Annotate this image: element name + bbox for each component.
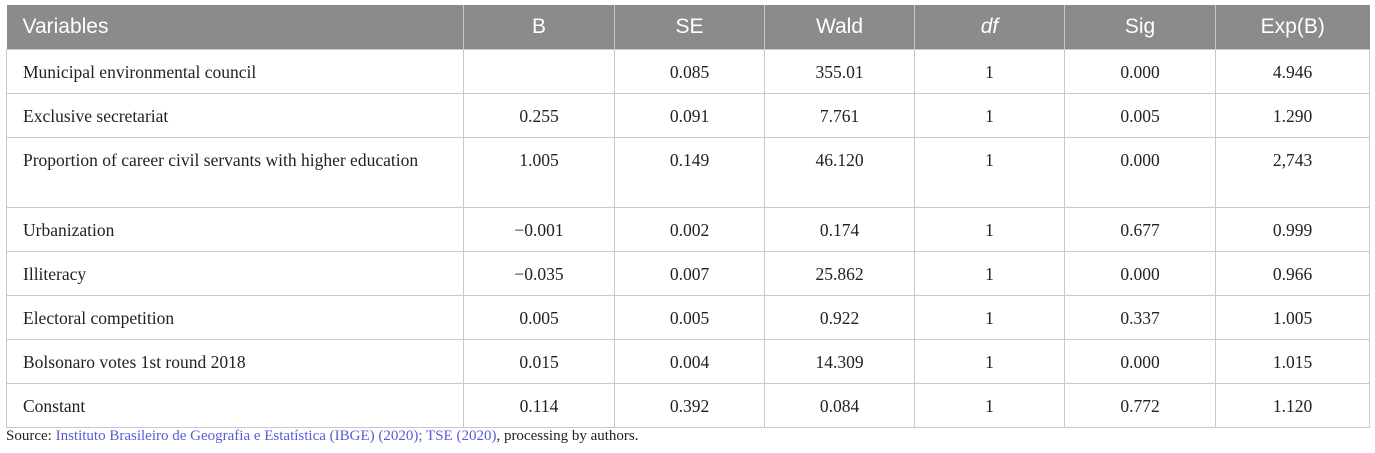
cell-variable: Constant bbox=[6, 383, 464, 428]
cell-wald: 14.309 bbox=[764, 339, 915, 384]
cell-b: 0.114 bbox=[463, 383, 615, 428]
cell-b: 0.005 bbox=[463, 295, 615, 340]
regression-table-container: Variables B SE Wald df Sig Exp(B) Munici… bbox=[6, 5, 1370, 428]
cell-se: 0.004 bbox=[614, 339, 765, 384]
cell-b: −0.035 bbox=[463, 251, 615, 296]
source-link[interactable]: Instituto Brasileiro de Geografia e Esta… bbox=[55, 428, 497, 444]
header-row: Variables B SE Wald df Sig Exp(B) bbox=[6, 5, 1370, 50]
cell-variable: Urbanization bbox=[6, 207, 464, 252]
header-variables: Variables bbox=[6, 5, 464, 50]
cell-sig: 0.000 bbox=[1064, 251, 1216, 296]
cell-se: 0.002 bbox=[614, 207, 765, 252]
cell-b: 1.005 bbox=[463, 137, 615, 208]
cell-expb: 4.946 bbox=[1215, 49, 1370, 94]
table-row: Illiteracy −0.035 0.007 25.862 1 0.000 0… bbox=[6, 251, 1370, 296]
cell-expb: 1.005 bbox=[1215, 295, 1370, 340]
cell-se: 0.085 bbox=[614, 49, 765, 94]
cell-b: 0.255 bbox=[463, 93, 615, 138]
cell-se: 0.005 bbox=[614, 295, 765, 340]
cell-se: 0.392 bbox=[614, 383, 765, 428]
cell-sig: 0.772 bbox=[1064, 383, 1216, 428]
cell-variable: Illiteracy bbox=[6, 251, 464, 296]
cell-wald: 25.862 bbox=[764, 251, 915, 296]
cell-b: 0.015 bbox=[463, 339, 615, 384]
header-b: B bbox=[463, 5, 615, 50]
cell-b bbox=[463, 49, 615, 94]
cell-variable: Electoral competition bbox=[6, 295, 464, 340]
header-wald: Wald bbox=[764, 5, 915, 50]
cell-se: 0.149 bbox=[614, 137, 765, 208]
cell-df: 1 bbox=[914, 137, 1065, 208]
header-se: SE bbox=[614, 5, 765, 50]
cell-wald: 355.01 bbox=[764, 49, 915, 94]
cell-variable: Proportion of career civil servants with… bbox=[6, 137, 464, 208]
cell-df: 1 bbox=[914, 339, 1065, 384]
table-row: Municipal environmental council 0.085 35… bbox=[6, 49, 1370, 94]
table-row: Urbanization −0.001 0.002 0.174 1 0.677 … bbox=[6, 207, 1370, 252]
header-df: df bbox=[914, 5, 1065, 50]
header-expb: Exp(B) bbox=[1215, 5, 1370, 50]
cell-b: −0.001 bbox=[463, 207, 615, 252]
cell-wald: 0.174 bbox=[764, 207, 915, 252]
cell-expb: 2,743 bbox=[1215, 137, 1370, 208]
cell-expb: 1.290 bbox=[1215, 93, 1370, 138]
regression-table: Variables B SE Wald df Sig Exp(B) Munici… bbox=[6, 5, 1370, 428]
table-row: Proportion of career civil servants with… bbox=[6, 137, 1370, 208]
cell-wald: 46.120 bbox=[764, 137, 915, 208]
cell-df: 1 bbox=[914, 383, 1065, 428]
cell-se: 0.091 bbox=[614, 93, 765, 138]
cell-df: 1 bbox=[914, 93, 1065, 138]
cell-sig: 0.005 bbox=[1064, 93, 1216, 138]
cell-sig: 0.677 bbox=[1064, 207, 1216, 252]
cell-sig: 0.000 bbox=[1064, 339, 1216, 384]
source-prefix: Source: bbox=[6, 428, 56, 444]
cell-variable: Exclusive secretariat bbox=[6, 93, 464, 138]
header-sig: Sig bbox=[1064, 5, 1216, 50]
cell-df: 1 bbox=[914, 251, 1065, 296]
cell-df: 1 bbox=[914, 49, 1065, 94]
cell-variable: Bolsonaro votes 1st round 2018 bbox=[6, 339, 464, 384]
cell-wald: 7.761 bbox=[764, 93, 915, 138]
table-row: Exclusive secretariat 0.255 0.091 7.761 … bbox=[6, 93, 1370, 138]
cell-sig: 0.337 bbox=[1064, 295, 1216, 340]
cell-expb: 1.120 bbox=[1215, 383, 1370, 428]
cell-se: 0.007 bbox=[614, 251, 765, 296]
table-row: Electoral competition 0.005 0.005 0.922 … bbox=[6, 295, 1370, 340]
cell-df: 1 bbox=[914, 207, 1065, 252]
cell-wald: 0.922 bbox=[764, 295, 915, 340]
cell-wald: 0.084 bbox=[764, 383, 915, 428]
cell-df: 1 bbox=[914, 295, 1065, 340]
source-note: Source: Instituto Brasileiro de Geografi… bbox=[6, 428, 639, 445]
source-suffix: , processing by authors. bbox=[496, 428, 639, 444]
cell-sig: 0.000 bbox=[1064, 49, 1216, 94]
cell-variable: Municipal environmental council bbox=[6, 49, 464, 94]
cell-expb: 0.966 bbox=[1215, 251, 1370, 296]
table-row: Constant 0.114 0.392 0.084 1 0.772 1.120 bbox=[6, 383, 1370, 428]
cell-sig: 0.000 bbox=[1064, 137, 1216, 208]
table-row: Bolsonaro votes 1st round 2018 0.015 0.0… bbox=[6, 339, 1370, 384]
cell-expb: 1.015 bbox=[1215, 339, 1370, 384]
cell-expb: 0.999 bbox=[1215, 207, 1370, 252]
